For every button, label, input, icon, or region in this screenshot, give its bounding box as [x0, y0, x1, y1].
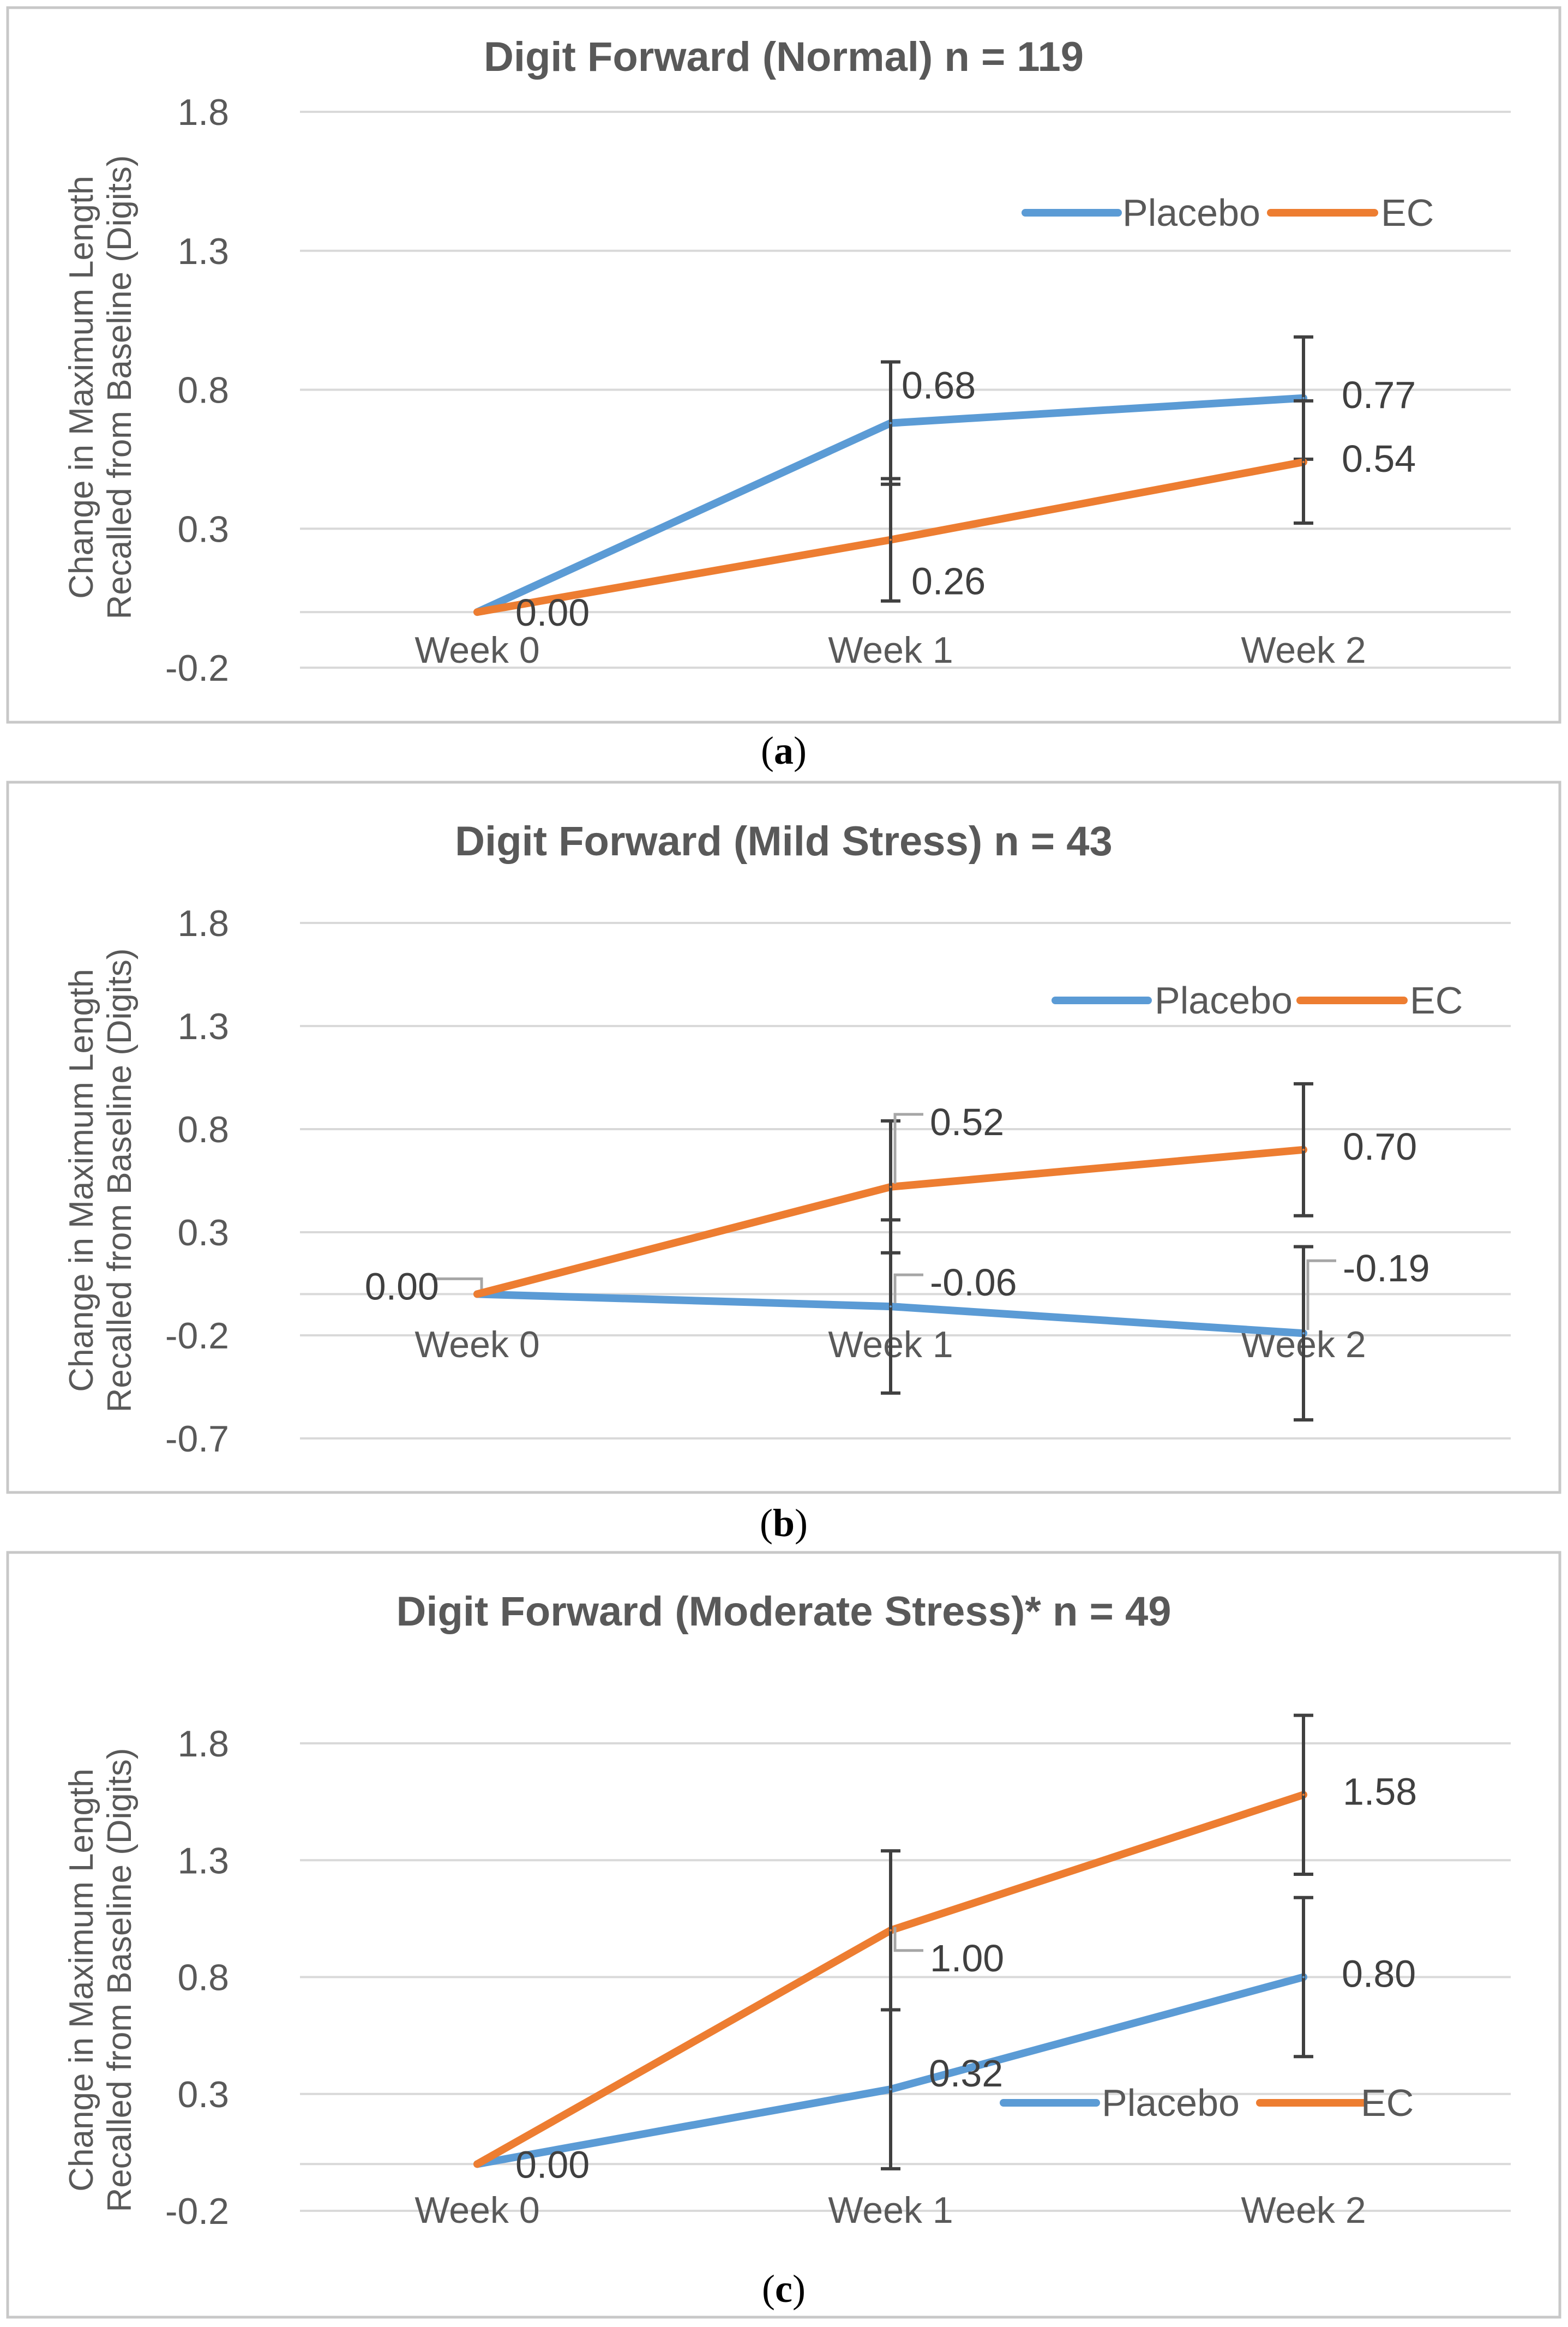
- data-label-ec: 0.70: [1343, 1125, 1417, 1168]
- data-point-placebo: [1302, 1332, 1305, 1335]
- legend: Placebo EC: [1022, 191, 1434, 234]
- data-label-leader: [893, 1113, 923, 1184]
- x-category-label: Week 0: [414, 1324, 539, 1365]
- data-label-placebo: -0.06: [930, 1261, 1017, 1304]
- data-point-ec: [476, 611, 478, 614]
- panel-caption: (c): [762, 2267, 806, 2311]
- data-label-ec: 1.58: [1343, 1770, 1417, 1813]
- data-point-ec: [476, 2163, 478, 2166]
- y-tick-label: -0.2: [165, 2191, 229, 2232]
- legend-label-placebo: Placebo: [1102, 2082, 1240, 2124]
- legend-label-placebo: Placebo: [1122, 191, 1260, 234]
- y-tick-label: 1.3: [177, 231, 229, 272]
- x-category-label: Week 2: [1241, 629, 1366, 671]
- y-axis-label: Change in Maximum Length Recalled from Ba…: [63, 155, 139, 619]
- panel-frame: [6, 1551, 1561, 2319]
- panel-a: Digit Forward (Normal) n = 119 -0.2 0.3 0.8…: [6, 6, 1561, 724]
- data-point-ec: [1302, 1794, 1305, 1796]
- legend: Placebo EC: [1052, 979, 1463, 1022]
- y-tick-label: 1.3: [177, 1840, 229, 1881]
- chart-title: Digit Forward (Moderate Stress)* n = 49: [396, 1588, 1171, 1635]
- data-label-ec: 0.52: [930, 1101, 1004, 1143]
- data-label-leader: [893, 1273, 923, 1304]
- y-axis-label: Change in Maximum Length Recalled from Ba…: [63, 948, 139, 1412]
- data-point-ec: [890, 1929, 892, 1932]
- y-tick-label: 0.3: [177, 1212, 229, 1254]
- data-label-leader: [893, 1927, 923, 1952]
- chart-title: Digit Forward (Mild Stress) n = 43: [455, 818, 1113, 865]
- data-label-placebo: 0.68: [902, 364, 976, 407]
- x-category-label: Week 1: [828, 2190, 953, 2231]
- y-tick-label: 0.8: [177, 1109, 229, 1150]
- data-point-placebo: [1302, 397, 1305, 399]
- data-point-ec: [890, 1185, 892, 1188]
- data-label-placebo: -0.19: [1343, 1247, 1430, 1290]
- data-point-placebo: [890, 422, 892, 424]
- panel-c: Digit Forward (Moderate Stress)* n = 49 -…: [6, 1551, 1561, 2319]
- y-tick-label: 1.8: [177, 1723, 229, 1765]
- data-label-ec: 0.00: [515, 591, 590, 634]
- panel-caption: (b): [760, 1501, 808, 1545]
- y-tick-label: 0.3: [177, 2074, 229, 2115]
- y-tick-label: 0.8: [177, 1957, 229, 1999]
- panel-frame: [6, 781, 1561, 1494]
- data-label-leader: [1306, 1259, 1336, 1330]
- data-point-ec: [1302, 460, 1305, 463]
- x-category-label: Week 2: [1241, 2190, 1366, 2231]
- y-tick-label: 0.8: [177, 370, 229, 411]
- data-point-placebo: [890, 2088, 892, 2091]
- legend-label-ec: EC: [1381, 191, 1434, 234]
- data-label-ec: 0.26: [911, 560, 986, 603]
- x-category-label: Week 0: [414, 629, 539, 671]
- x-category-label: Week 1: [828, 629, 953, 671]
- data-point-ec: [1302, 1148, 1305, 1151]
- y-tick-label: -0.7: [165, 1418, 229, 1460]
- y-tick-label: 1.8: [177, 903, 229, 944]
- legend-label-ec: EC: [1361, 2082, 1414, 2124]
- data-label-placebo: 0.00: [365, 1265, 439, 1308]
- y-tick-label: -0.2: [165, 647, 229, 689]
- y-axis-label-line1: Change in Maximum Length: [63, 1768, 100, 2191]
- data-point-ec: [476, 1293, 478, 1296]
- panel-frame: [6, 6, 1561, 724]
- y-tick-label: -0.2: [165, 1315, 229, 1357]
- data-point-placebo: [1302, 1976, 1305, 1978]
- y-axis-label-line1: Change in Maximum Length: [63, 176, 100, 598]
- data-label-placebo: 0.32: [929, 2052, 1003, 2095]
- y-tick-label: 1.3: [177, 1006, 229, 1047]
- data-label-ec: 0.00: [515, 2143, 590, 2186]
- y-axis-label-line2: Recalled from Baseline (Digits): [101, 155, 139, 619]
- chart-title: Digit Forward (Normal) n = 119: [484, 34, 1084, 80]
- panel-caption-letter: c: [775, 2267, 792, 2311]
- data-label-placebo: 0.77: [1342, 374, 1416, 416]
- data-label-ec: 0.54: [1342, 437, 1416, 480]
- legend: Placebo EC: [1000, 2082, 1414, 2124]
- panel-b: Digit Forward (Mild Stress) n = 43 -0.7 -0…: [6, 781, 1561, 1494]
- y-tick-label: 0.3: [177, 508, 229, 550]
- y-axis-label-line2: Recalled from Baseline (Digits): [101, 1748, 139, 2212]
- y-axis-label-line1: Change in Maximum Length: [63, 969, 100, 1392]
- legend-label-placebo: Placebo: [1155, 979, 1293, 1022]
- panel-caption-letter: b: [773, 1501, 795, 1545]
- y-tick-label: 1.8: [177, 92, 229, 133]
- data-label-placebo: 0.80: [1342, 1953, 1416, 1995]
- data-label-leader: [432, 1277, 483, 1291]
- panel-caption-letter: a: [774, 729, 794, 772]
- y-axis-label: Change in Maximum Length Recalled from Ba…: [63, 1748, 139, 2212]
- legend-label-ec: EC: [1410, 979, 1463, 1022]
- data-label-ec: 1.00: [930, 1937, 1004, 1980]
- x-category-label: Week 0: [414, 2190, 539, 2231]
- y-axis-label-line2: Recalled from Baseline (Digits): [101, 948, 139, 1412]
- data-point-ec: [890, 538, 892, 541]
- panel-caption: (a): [761, 729, 807, 772]
- data-point-placebo: [890, 1305, 892, 1308]
